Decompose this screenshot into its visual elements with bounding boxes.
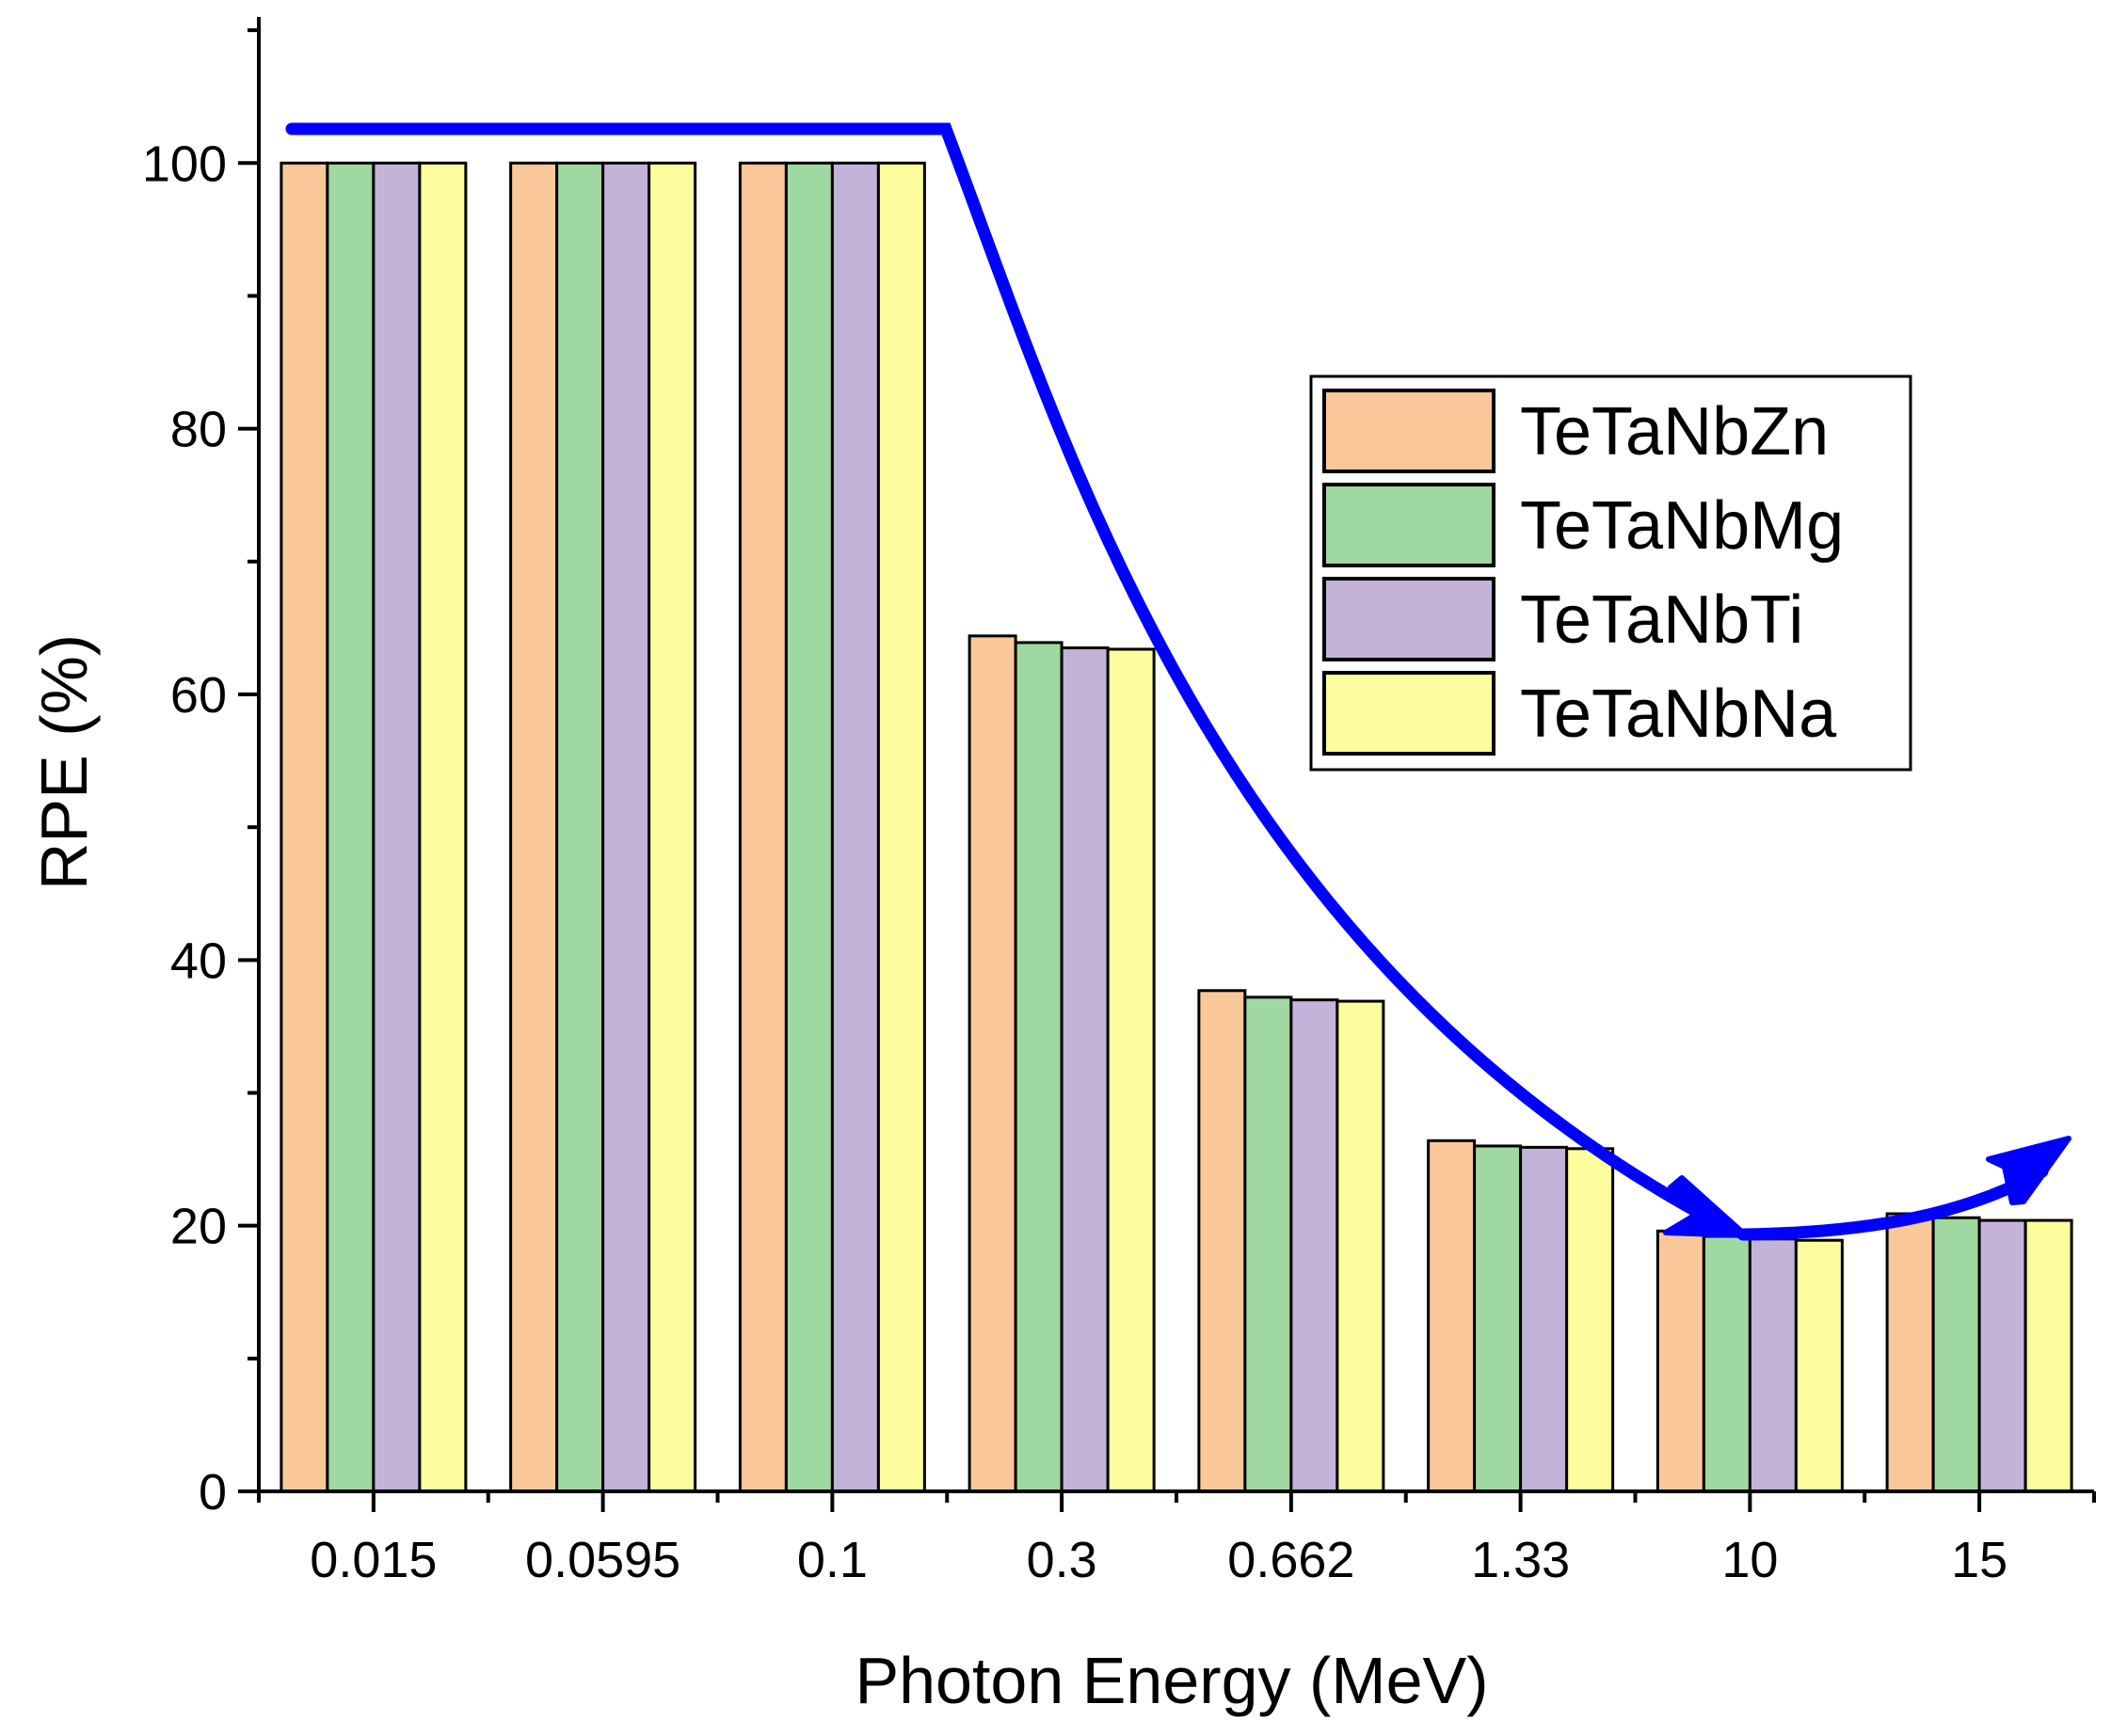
y-axis-title: RPE (%) — [27, 634, 101, 890]
bar-TeTaNbNa-0.015 — [418, 161, 468, 1493]
bar-TeTaNbNa-1.33 — [1565, 1147, 1615, 1493]
legend-label: TeTaNbNa — [1520, 677, 1837, 752]
legend-label: TeTaNbTi — [1520, 582, 1803, 658]
x-tick-label: 0.3 — [1027, 1532, 1097, 1588]
bar-TeTaNbMg-0.0595 — [555, 161, 605, 1493]
bar-TeTaNbZn-0.1 — [738, 161, 788, 1493]
bar-TeTaNbTi-0.662 — [1289, 998, 1339, 1493]
bar-TeTaNbMg-0.3 — [1014, 641, 1063, 1493]
bar-TeTaNbZn-1.33 — [1427, 1139, 1477, 1493]
axes-layer: 0 20 40 60 80 100 0.015 0.0595 0.1 0.3 0.662 1.33 10… — [142, 17, 2096, 1588]
bar-TeTaNbMg-1.33 — [1473, 1144, 1523, 1493]
trend-arrowhead-up — [1986, 1136, 2071, 1205]
bar-TeTaNbTi-0.0595 — [601, 161, 651, 1493]
bar-TeTaNbZn-15 — [1885, 1212, 1935, 1493]
bar-TeTaNbTi-15 — [1977, 1218, 2027, 1493]
y-tick-label: 20 — [170, 1199, 227, 1255]
bars-layer — [280, 161, 2073, 1493]
bar-TeTaNbNa-0.0595 — [648, 161, 697, 1493]
bar-TeTaNbNa-0.1 — [876, 161, 926, 1493]
bar-TeTaNbNa-15 — [2023, 1218, 2073, 1493]
bar-TeTaNbMg-0.1 — [784, 161, 834, 1493]
x-tick-label: 0.015 — [310, 1532, 437, 1588]
x-tick-label: 15 — [1951, 1532, 2007, 1588]
x-axis-title: Photon Energy (MeV) — [855, 1644, 1488, 1717]
bar-TeTaNbNa-0.3 — [1106, 647, 1156, 1493]
bar-TeTaNbMg-10 — [1702, 1234, 1751, 1493]
legend-label: TeTaNbZn — [1520, 394, 1829, 470]
bar-TeTaNbMg-0.015 — [326, 161, 376, 1493]
bar-TeTaNbTi-0.3 — [1060, 646, 1110, 1493]
legend-swatch-TeTaNbNa — [1322, 671, 1495, 756]
bar-TeTaNbTi-0.1 — [830, 161, 880, 1493]
legend-swatch-TeTaNbMg — [1322, 483, 1495, 567]
x-tick-label: 0.662 — [1227, 1532, 1354, 1588]
bar-TeTaNbTi-0.015 — [372, 161, 422, 1493]
trend-curve-down — [285, 122, 1734, 1234]
legend-label: TeTaNbMg — [1520, 488, 1844, 564]
x-tick-label: 10 — [1721, 1532, 1778, 1588]
x-tick-label: 0.0595 — [525, 1532, 680, 1588]
bar-TeTaNbZn-10 — [1655, 1229, 1705, 1493]
bar-TeTaNbZn-0.015 — [280, 161, 329, 1493]
trend-arrowhead-down — [1663, 1175, 1749, 1238]
bar-TeTaNbMg-15 — [1931, 1216, 1981, 1493]
bar-TeTaNbZn-0.662 — [1197, 989, 1247, 1493]
bar-TeTaNbNa-0.662 — [1335, 999, 1385, 1493]
trend-arrow-layer — [285, 122, 2071, 1241]
y-tick-label: 100 — [142, 135, 227, 192]
legend-swatch-TeTaNbZn — [1322, 389, 1495, 473]
bar-TeTaNbZn-0.3 — [968, 634, 1017, 1493]
bar-TeTaNbTi-10 — [1748, 1237, 1798, 1493]
y-tick-label: 60 — [170, 667, 227, 724]
y-tick-label: 80 — [170, 402, 227, 458]
bar-TeTaNbTi-1.33 — [1519, 1145, 1569, 1493]
legend: TeTaNbZn TeTaNbMg TeTaNbTi TeTaNbNa — [1309, 374, 1912, 772]
bar-TeTaNbNa-10 — [1794, 1238, 1844, 1493]
legend-swatch-TeTaNbTi — [1322, 577, 1495, 661]
x-tick-label: 1.33 — [1471, 1532, 1570, 1588]
x-tick-label: 0.1 — [797, 1532, 868, 1588]
bar-TeTaNbMg-0.662 — [1243, 995, 1293, 1493]
y-tick-label: 40 — [170, 932, 227, 989]
bar-TeTaNbZn-0.0595 — [509, 161, 559, 1493]
y-tick-label: 0 — [199, 1464, 227, 1521]
